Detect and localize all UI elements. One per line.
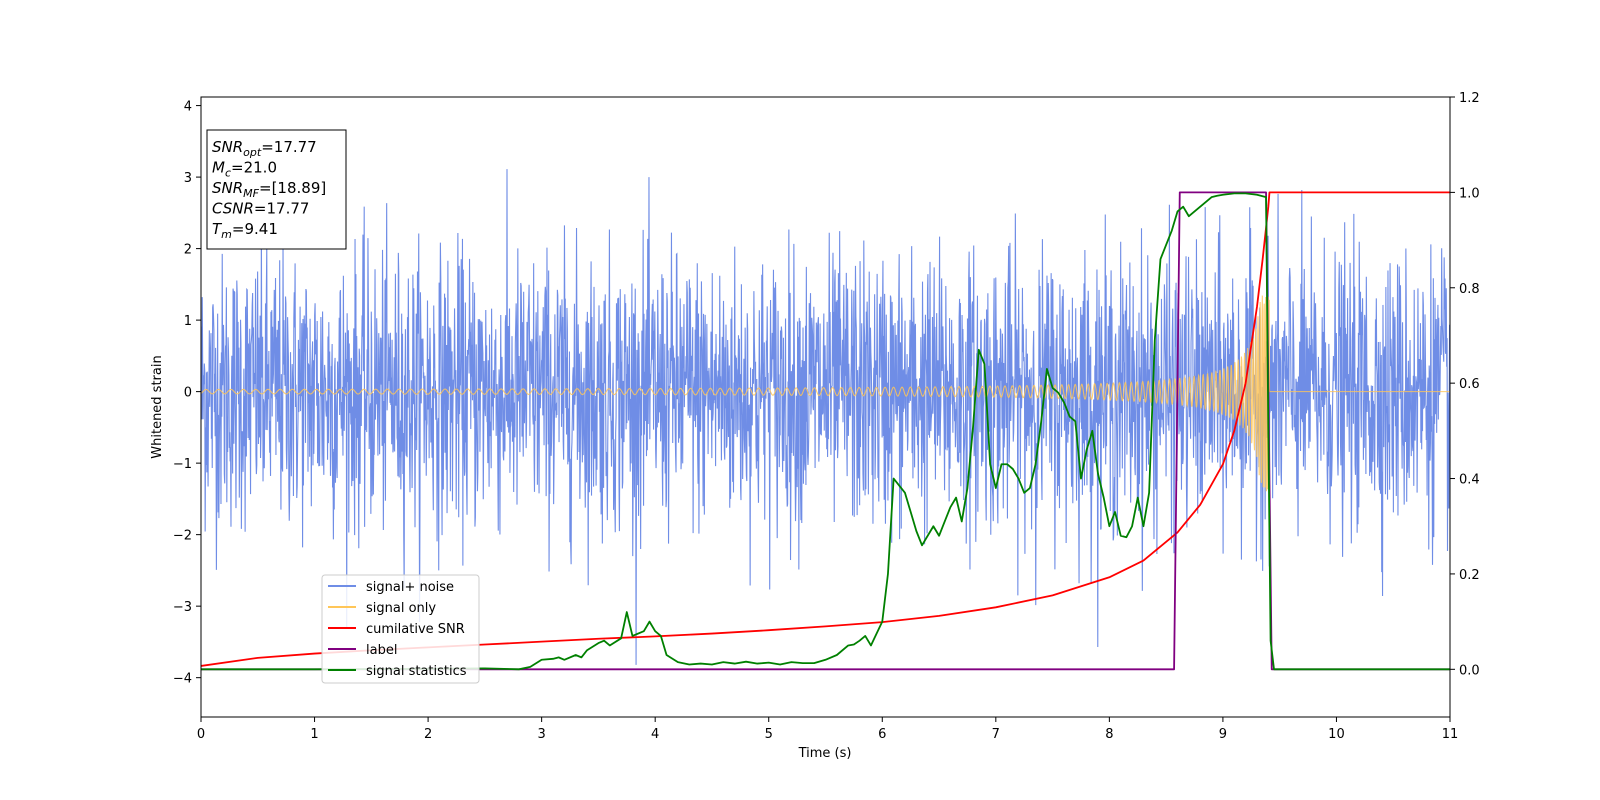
- annotation-value: =17.77: [261, 138, 317, 156]
- legend-label: cumilative SNR: [366, 622, 465, 637]
- x-tick-label: 7: [992, 727, 1000, 742]
- legend: signal+ noise signal only cumilative SNR la…: [321, 574, 480, 684]
- x-tick-label: 8: [1105, 727, 1113, 742]
- annotation-subscript: MF: [243, 187, 259, 200]
- annotation-subscript: m: [221, 228, 232, 241]
- x-tick-label: 10: [1328, 727, 1345, 742]
- x-tick-label: 6: [878, 727, 886, 742]
- y-tick-label: −4: [173, 672, 192, 687]
- x-tick-label: 0: [197, 727, 205, 742]
- series-signal-statistics: [201, 192, 1450, 671]
- annotation-subscript: c: [225, 167, 231, 180]
- annotation-box: SNRopt=17.77Mc=21.0SNRMF=[18.89]CSNR=17.…: [206, 129, 347, 250]
- annotation-value: =9.41: [232, 220, 278, 238]
- x-tick-label: 2: [424, 727, 432, 742]
- x-tick-label: 1: [310, 727, 318, 742]
- y-axis-label: Whitened strain: [150, 355, 165, 458]
- y-axis-right: 1.2 1.0 0.8 0.6 0.4 0.2 0.0: [1450, 91, 1480, 678]
- annotation-symbol: SNR: [212, 138, 243, 156]
- x-axis: 0 1 2 3 4 5 6 7 8 9 10 11: [197, 717, 1458, 742]
- legend-label: signal+ noise: [366, 580, 454, 595]
- annotation-value: =17.77: [254, 200, 310, 218]
- y-tick-label: 1: [184, 314, 192, 329]
- axes-frame: [200, 96, 1451, 718]
- x-tick-label: 3: [537, 727, 545, 742]
- y2-tick-label: 0.2: [1459, 568, 1480, 583]
- annotation-line: CSNR=17.77: [212, 200, 309, 218]
- annotation-line: SNRopt=17.77: [212, 138, 317, 159]
- annotation-line: Mc=21.0: [212, 159, 277, 180]
- annotation-symbol: SNR: [212, 179, 243, 197]
- annotation-line: SNRMF=[18.89]: [212, 179, 326, 200]
- y-tick-label: 3: [184, 171, 192, 186]
- annotation-value: =21.0: [231, 159, 277, 177]
- x-tick-label: 4: [651, 727, 659, 742]
- y-tick-label: −1: [173, 457, 192, 472]
- legend-label: signal only: [366, 601, 436, 616]
- y2-tick-label: 1.2: [1459, 91, 1480, 106]
- signal-statistics-line: [201, 192, 1450, 671]
- y2-tick-label: 0.8: [1459, 282, 1480, 297]
- y2-tick-label: 0.6: [1459, 377, 1480, 392]
- y-tick-label: −3: [173, 600, 192, 615]
- legend-frame: [321, 574, 480, 684]
- annotation-subscript: opt: [243, 146, 262, 159]
- annotation-symbol: T: [212, 220, 223, 238]
- y-tick-label: 4: [184, 100, 192, 115]
- annotation-symbol: M: [212, 159, 225, 177]
- x-tick-label: 11: [1442, 727, 1459, 742]
- annotation-frame: [206, 129, 347, 250]
- x-axis-label: Time (s): [798, 746, 852, 761]
- y-tick-label: −2: [173, 529, 192, 544]
- legend-label: signal statistics: [366, 664, 467, 679]
- y2-tick-label: 0.0: [1459, 663, 1480, 678]
- y-axis-left: 4 3 2 1 0 −1 −2 −3 −4: [173, 100, 201, 687]
- y2-tick-label: 1.0: [1459, 186, 1480, 201]
- legend-label: label: [366, 643, 397, 658]
- y-tick-label: 0: [184, 386, 192, 401]
- annotation-line: Tm=9.41: [212, 220, 278, 241]
- annotation-symbol: CSNR: [212, 200, 254, 218]
- annotation-value: =[18.89]: [259, 179, 326, 197]
- x-tick-label: 5: [765, 727, 773, 742]
- series-signal-only: [201, 295, 1450, 492]
- x-tick-label: 9: [1219, 727, 1227, 742]
- signal-only-line: [201, 295, 1450, 492]
- y-tick-label: 2: [184, 243, 192, 258]
- y2-tick-label: 0.4: [1459, 473, 1480, 488]
